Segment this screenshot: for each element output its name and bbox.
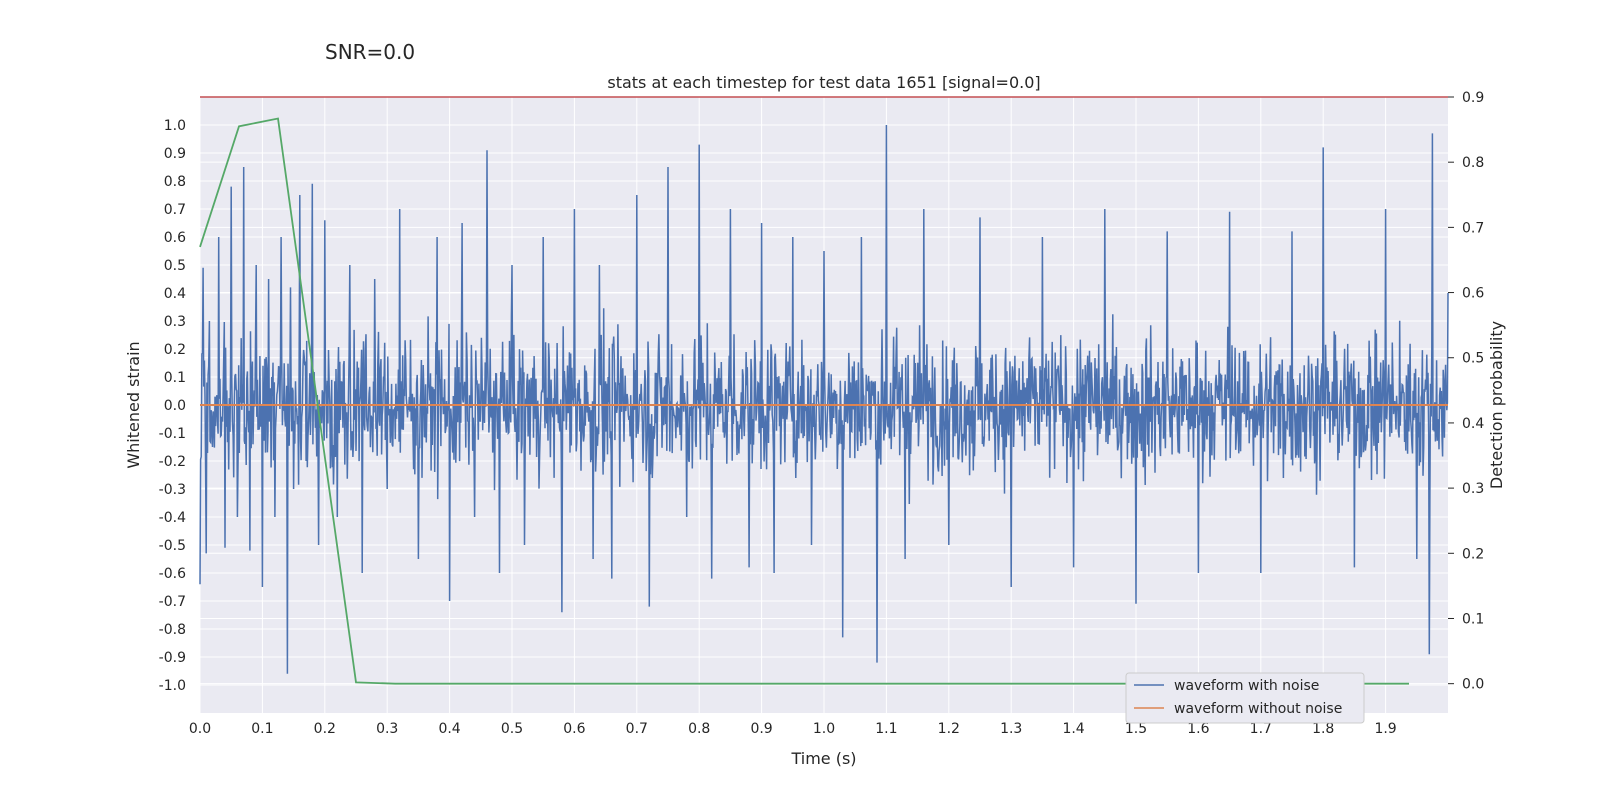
y2-tick-label: 0.1 — [1462, 611, 1484, 627]
y-tick-label: 0.6 — [164, 230, 186, 246]
x-tick-label: 1.0 — [813, 721, 835, 737]
y-tick-label: 0.0 — [164, 398, 186, 414]
x-tick-label: 0.2 — [314, 721, 336, 737]
x-tick-label: 0.9 — [750, 721, 772, 737]
y-tick-label: 0.9 — [164, 146, 186, 162]
y2-tick-label: 0.7 — [1462, 220, 1484, 236]
y2-axis-label: Detection probability — [1487, 321, 1506, 489]
y-axis-ticks: 1.0 0.9 0.8 0.7 0.6 0.5 0.4 0.3 0.2 0.1 0.0 -0.1 -0.… — [159, 118, 186, 694]
x-tick-label: 0.0 — [189, 721, 211, 737]
y-tick-label: 1.0 — [164, 118, 186, 134]
y2-tick-label: 0.2 — [1462, 546, 1484, 562]
x-tick-label: 1.1 — [875, 721, 897, 737]
y-tick-label: -0.7 — [159, 594, 186, 610]
x-tick-label: 0.6 — [563, 721, 585, 737]
x-tick-label: 0.5 — [501, 721, 523, 737]
chart-title: stats at each timestep for test data 165… — [607, 73, 1040, 92]
y-axis-label: Whitened strain — [124, 341, 143, 468]
x-tick-label: 1.9 — [1374, 721, 1396, 737]
y-tick-label: -1.0 — [159, 678, 186, 694]
y2-tick-label: 0.6 — [1462, 286, 1484, 302]
y-tick-label: 0.3 — [164, 314, 186, 330]
y2-tick-label: 0.5 — [1462, 351, 1484, 367]
x-tick-label: 1.5 — [1125, 721, 1147, 737]
x-axis-ticks: 0.0 0.1 0.2 0.3 0.4 0.5 0.6 0.7 0.8 0.9 1.0 1.1 1.2 1… — [189, 721, 1397, 737]
y-tick-label: 0.8 — [164, 174, 186, 190]
x-tick-label: 0.8 — [688, 721, 710, 737]
y2-tick-label: 0.0 — [1462, 677, 1484, 693]
y-tick-label: -0.6 — [159, 566, 186, 582]
figure-suptitle: SNR=0.0 — [325, 40, 416, 64]
x-tick-label: 1.2 — [938, 721, 960, 737]
y-tick-label: 0.2 — [164, 342, 186, 358]
y-tick-label: -0.4 — [159, 510, 186, 526]
x-tick-label: 1.4 — [1062, 721, 1084, 737]
x-axis-label: Time (s) — [790, 749, 856, 768]
legend-label-with-noise: waveform with noise — [1174, 678, 1319, 694]
x-tick-label: 1.3 — [1000, 721, 1022, 737]
y-tick-label: -0.9 — [159, 650, 186, 666]
y2-tick-label: 0.3 — [1462, 481, 1484, 497]
x-tick-label: 0.3 — [376, 721, 398, 737]
x-tick-label: 0.4 — [438, 721, 460, 737]
x-tick-label: 1.6 — [1187, 721, 1209, 737]
y2-axis-ticks: 0.9 0.8 0.7 0.6 0.5 0.4 0.3 0.2 0.1 0.0 — [1448, 90, 1484, 693]
x-tick-label: 1.8 — [1312, 721, 1334, 737]
y-tick-label: 0.1 — [164, 370, 186, 386]
x-tick-label: 0.7 — [626, 721, 648, 737]
series-waveform-with-noise — [199, 124, 1449, 674]
y-tick-label: -0.1 — [159, 426, 186, 442]
legend-box — [1125, 672, 1365, 724]
y-tick-label: -0.3 — [159, 482, 186, 498]
y-tick-label: -0.8 — [159, 622, 186, 638]
legend-label-without-noise: waveform without noise — [1174, 701, 1342, 717]
x-tick-label: 0.1 — [251, 721, 273, 737]
y-tick-label: -0.5 — [159, 538, 186, 554]
y-tick-label: -0.2 — [159, 454, 186, 470]
series-detection-probability — [199, 117, 1409, 685]
legend: waveform with noise waveform without noi… — [1125, 672, 1365, 724]
x-tick-label: 1.7 — [1250, 721, 1272, 737]
y2-tick-label: 0.8 — [1462, 155, 1484, 171]
y2-tick-label: 0.9 — [1462, 90, 1484, 106]
y2-tick-label: 0.4 — [1462, 416, 1484, 432]
y-tick-label: 0.4 — [164, 286, 186, 302]
y-tick-label: 0.5 — [164, 258, 186, 274]
y-tick-label: 0.7 — [164, 202, 186, 218]
series-layer — [199, 96, 1449, 685]
